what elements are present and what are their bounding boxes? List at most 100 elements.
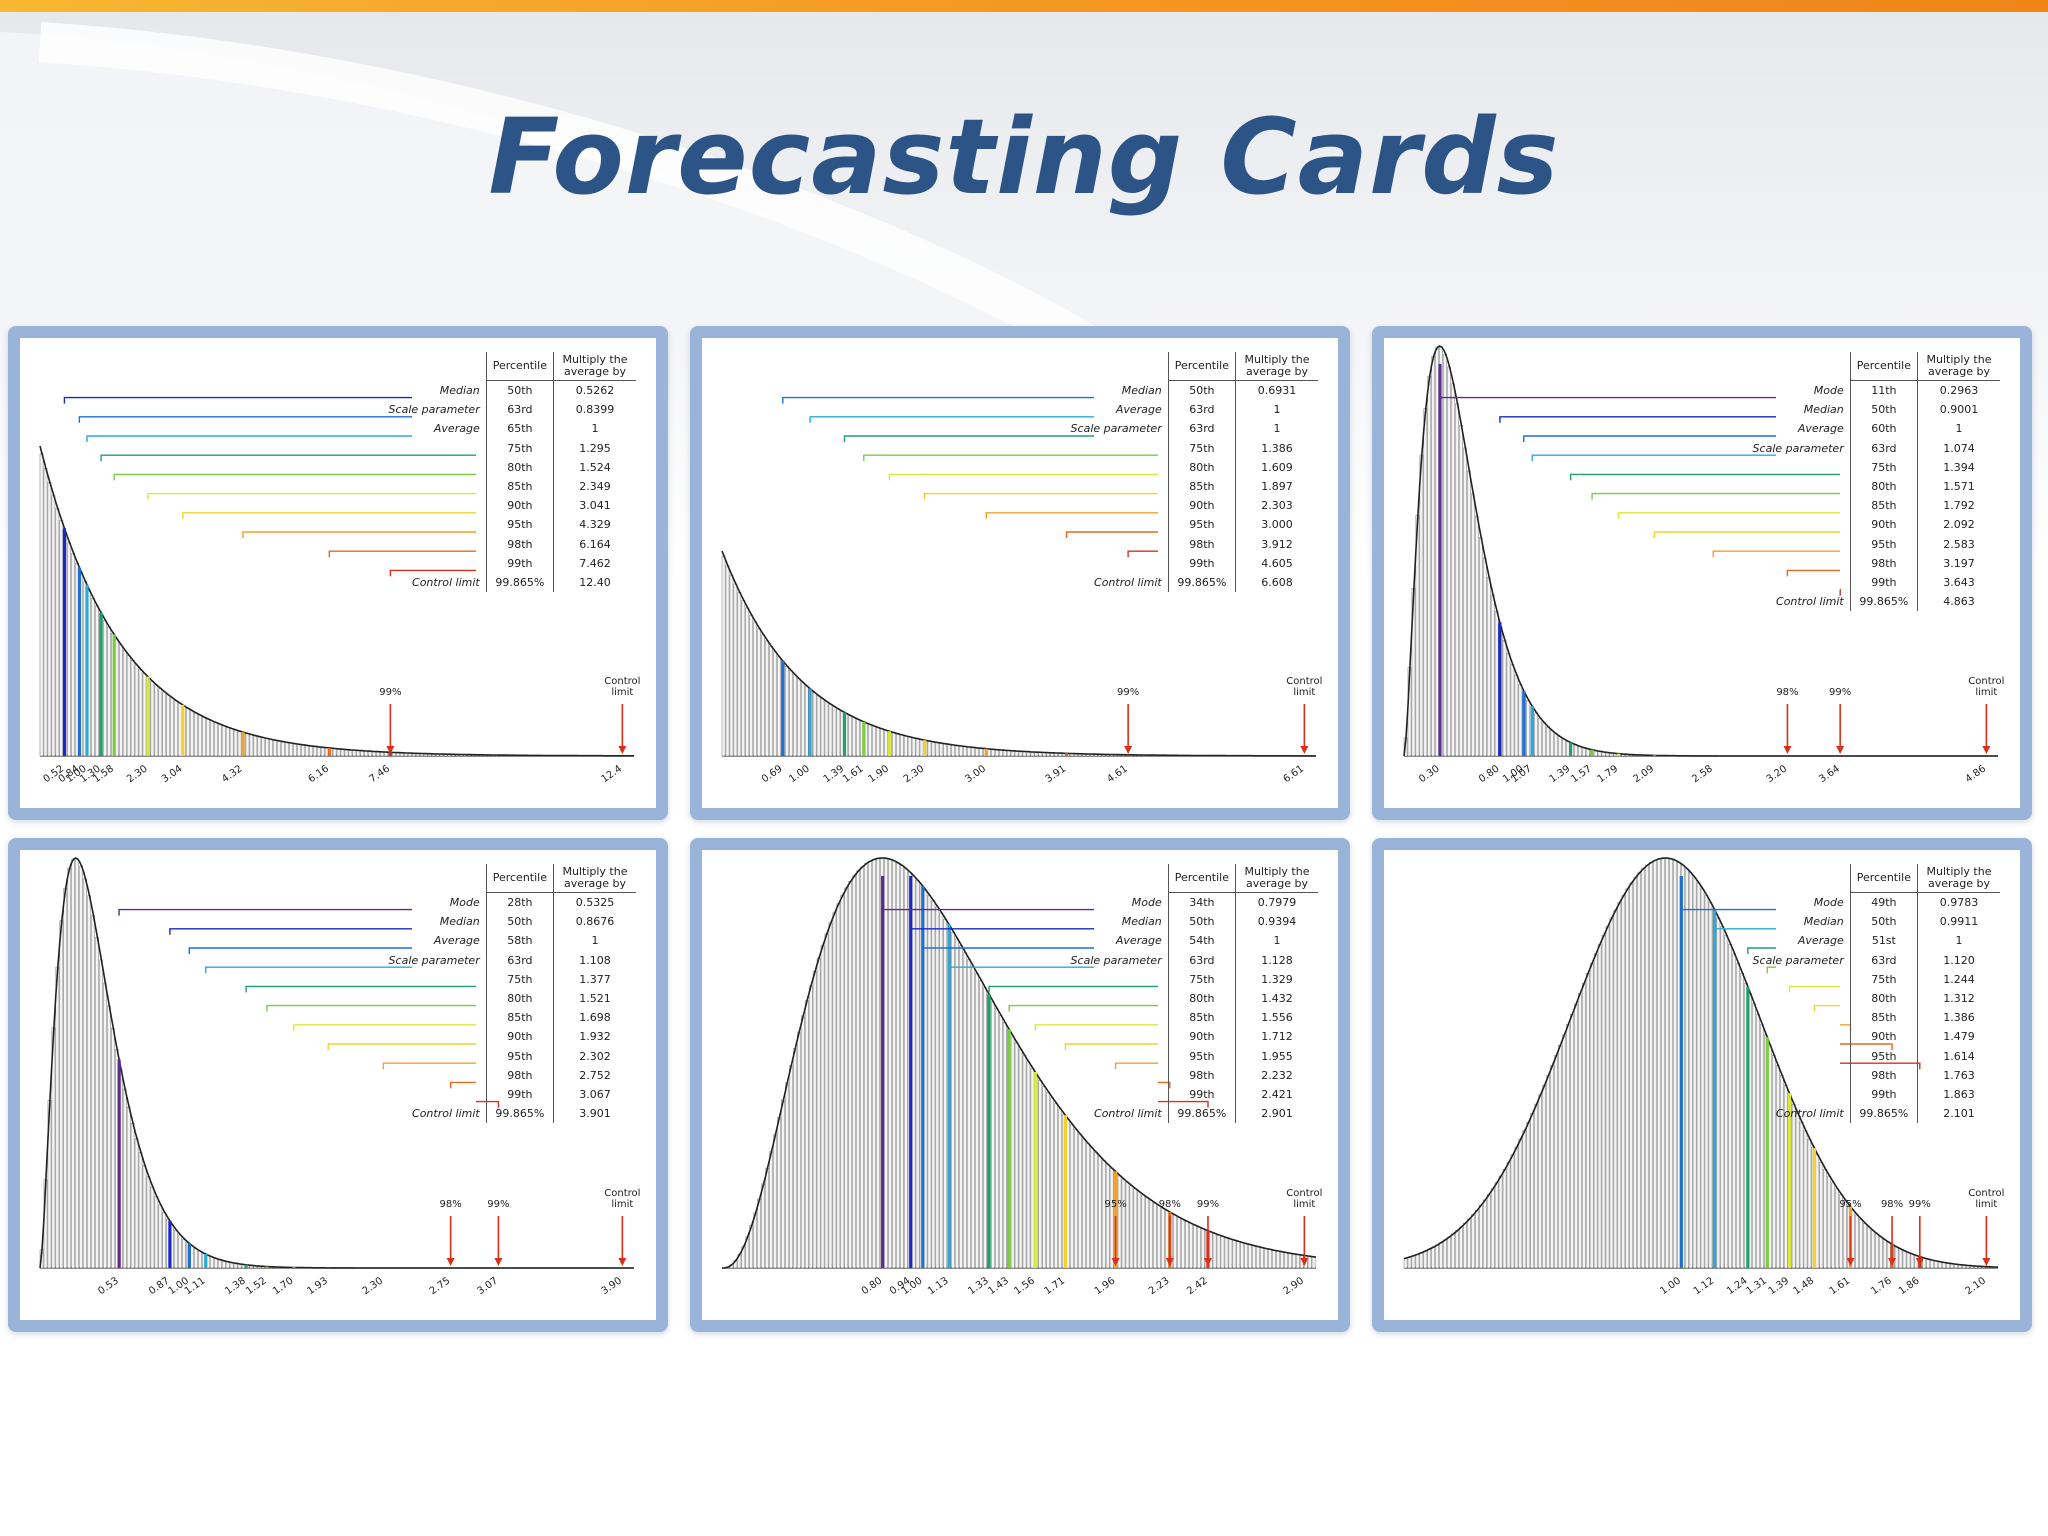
leader-line (293, 1024, 476, 1031)
histogram-bar (1443, 1239, 1447, 1269)
forecast-card-2: 0.69 1.00 1.39 1.61 1.90 2.30 3.00 3.91 4.61 6.61… (690, 326, 1350, 820)
histogram-bar (1574, 744, 1578, 757)
histogram-bar (1054, 1103, 1058, 1269)
histogram-bar (745, 607, 750, 757)
histogram-bar (217, 723, 222, 757)
histogram-bar (289, 742, 293, 757)
histogram-bar (848, 715, 853, 757)
histogram-bar (190, 710, 194, 757)
histogram-bar (1657, 858, 1661, 1269)
histogram-bar (348, 749, 353, 757)
histogram-bar (777, 656, 781, 757)
percentile-table: Percentile Multiply the average by Mode 28t… (383, 864, 636, 1124)
histogram-bar (828, 703, 833, 757)
histogram-bar (868, 860, 872, 1269)
histogram-bar (804, 685, 809, 757)
histogram-bar (273, 739, 277, 757)
row-multiplier: 1.955 (1235, 1046, 1318, 1066)
histogram-bar (91, 915, 95, 1269)
top-accent-bar (0, 0, 2048, 12)
table-row: Control limit 99.865% 2.901 (1065, 1104, 1318, 1124)
row-percentile: 98th (485, 1065, 554, 1086)
marker-label: limit (611, 1199, 633, 1210)
leader-line (182, 512, 476, 519)
histogram-bar (1621, 895, 1626, 1269)
row-percentile: 90th (1849, 1027, 1918, 1047)
leader-line (382, 1062, 476, 1070)
row-label (1065, 458, 1169, 477)
histogram-bar (1463, 1222, 1467, 1269)
histogram-bar (876, 727, 880, 757)
row-percentile: 63rd (1167, 400, 1236, 420)
histogram-bar (1212, 1233, 1217, 1269)
leader-line (1680, 908, 1776, 916)
row-label (1065, 989, 1169, 1008)
histogram-bar (907, 736, 912, 757)
histogram-bar (1526, 700, 1531, 757)
leader-line (1439, 396, 1776, 404)
histogram-bar (757, 628, 761, 757)
histogram-bar (737, 592, 742, 757)
table-row: Control limit 99.865% 3.901 (383, 1104, 636, 1124)
histogram-bar (1447, 366, 1451, 757)
histogram-bar (1641, 868, 1645, 1269)
row-percentile: 28th (485, 892, 554, 913)
histogram-bar (198, 714, 202, 757)
histogram-bar (122, 649, 127, 757)
x-tick-label: 2.75 (428, 1275, 453, 1297)
leader-line (1064, 1043, 1158, 1050)
table-row: 98th 2.232 (1065, 1065, 1318, 1086)
histogram-bar (313, 746, 317, 757)
row-percentile: 49th (1849, 892, 1918, 913)
row-percentile: 80th (1849, 989, 1918, 1009)
histogram-bar (1550, 1065, 1554, 1269)
row-label: Median (439, 915, 480, 929)
histogram-bar (1311, 1256, 1316, 1269)
row-multiplier: 1.712 (1235, 1027, 1318, 1047)
row-multiplier: 1.897 (1235, 477, 1318, 497)
histogram-bar (1200, 1228, 1205, 1269)
table-row: 95th 1.614 (1747, 1046, 2000, 1066)
histogram-bar (170, 697, 174, 757)
row-label: Scale parameter (1070, 953, 1162, 967)
table-row: 90th 1.479 (1747, 1027, 2000, 1047)
histogram-bar (1494, 611, 1499, 757)
row-label: Mode (1813, 383, 1844, 397)
histogram-bar (1518, 1138, 1523, 1269)
leader-line (188, 947, 412, 954)
marker-arrowhead (494, 1258, 503, 1266)
histogram-bar (1307, 1256, 1312, 1269)
histogram-bar (1145, 1197, 1150, 1269)
leader-line (881, 908, 1094, 916)
histogram-bar (1795, 1112, 1800, 1269)
table-row: Median 50th 0.9001 (1747, 400, 2000, 420)
histogram-bar (210, 1256, 214, 1269)
chart-svg: 0.520.841.001.301.58 2.30 3.04 4.32 6.16 7.46… (39, 396, 640, 785)
row-percentile: 51st (1849, 931, 1918, 951)
histogram-bar (75, 858, 79, 1269)
marker-arrowhead (1111, 1258, 1120, 1266)
histogram-bar (257, 736, 262, 757)
row-percentile: 85th (1849, 496, 1918, 516)
histogram-bar (1593, 953, 1598, 1269)
histogram-bar (785, 1082, 789, 1269)
x-tick-label: 1.52 (244, 1275, 269, 1297)
histogram-bar (1038, 1080, 1043, 1269)
row-label (1065, 515, 1169, 534)
histogram-bar (1451, 1233, 1455, 1269)
histogram-bar (868, 724, 872, 757)
x-tick-label: 1.79 (1596, 763, 1621, 785)
histogram-bar (785, 665, 789, 757)
table-row: 95th 1.955 (1065, 1046, 1318, 1066)
histogram-bar (836, 708, 841, 757)
leader-line (888, 473, 1158, 481)
leader-lines (118, 908, 500, 1108)
leader-line (389, 569, 476, 577)
row-multiplier: 4.329 (553, 515, 636, 535)
table-row: Mode 34th 0.7979 (1065, 892, 1318, 913)
x-tick-label: 6.61 (1282, 763, 1307, 785)
row-label (383, 1047, 487, 1066)
marker-label: 99% (1909, 1199, 1931, 1210)
x-tick-label: 1.12 (1692, 1275, 1717, 1297)
histogram-bar (872, 859, 876, 1269)
